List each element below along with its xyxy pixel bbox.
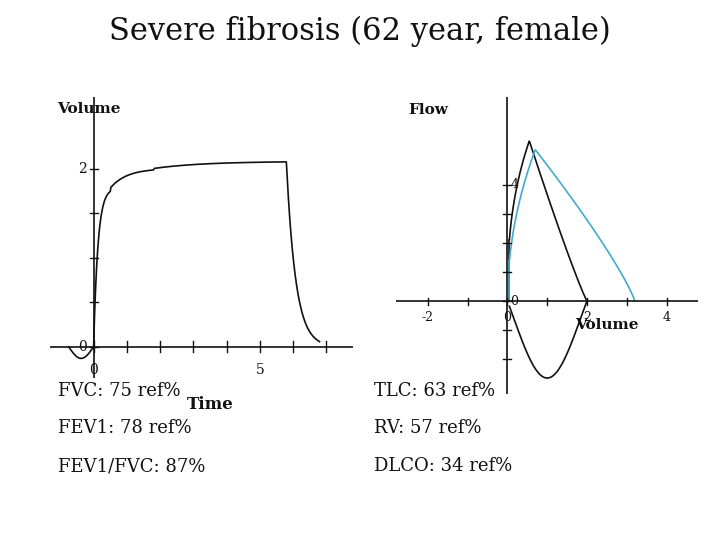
Text: Volume: Volume <box>575 319 639 333</box>
Text: FVC: 75 ref%: FVC: 75 ref% <box>58 382 180 400</box>
Text: 0: 0 <box>78 340 87 354</box>
Text: FEV1/FVC: 87%: FEV1/FVC: 87% <box>58 457 205 475</box>
Text: FEV1: 78 ref%: FEV1: 78 ref% <box>58 420 192 437</box>
Text: Time: Time <box>186 396 233 413</box>
Text: TLC: 63 ref%: TLC: 63 ref% <box>374 382 495 400</box>
Text: 0: 0 <box>503 311 511 324</box>
Text: 2: 2 <box>583 311 591 324</box>
Text: 4: 4 <box>510 178 518 191</box>
Text: 2: 2 <box>78 161 87 176</box>
Text: DLCO: 34 ref%: DLCO: 34 ref% <box>374 457 513 475</box>
Text: Severe fibrosis (62 year, female): Severe fibrosis (62 year, female) <box>109 16 611 48</box>
Text: Flow: Flow <box>408 103 448 117</box>
Text: 0: 0 <box>510 294 518 307</box>
Text: RV: 57 ref%: RV: 57 ref% <box>374 420 482 437</box>
Text: Volume: Volume <box>57 102 120 116</box>
Text: 5: 5 <box>256 363 264 377</box>
Text: 0: 0 <box>89 363 98 377</box>
Text: -2: -2 <box>422 311 434 324</box>
Text: 4: 4 <box>662 311 670 324</box>
